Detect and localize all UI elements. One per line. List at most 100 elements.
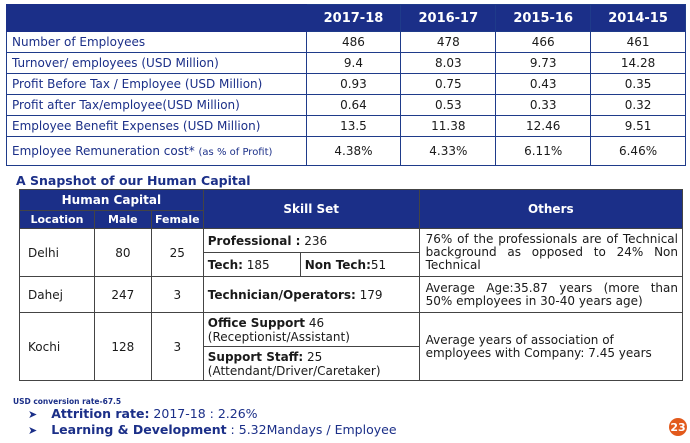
- cell-value: 6.11%: [495, 136, 592, 166]
- attrition-label: Attrition rate:: [51, 406, 150, 421]
- skill-label: Technician/Operators:: [207, 287, 356, 302]
- arrow-bullet-icon: ➤: [28, 408, 38, 421]
- table-row: Employee Benefit Expenses (USD Million) …: [6, 115, 686, 137]
- year-header: 2017-18: [305, 4, 402, 32]
- attrition-value: 2017-18 : 2.26%: [149, 406, 258, 421]
- skill-value: 185: [242, 257, 270, 272]
- row-label-note: (as % of Profit): [198, 147, 273, 158]
- cell-value: 0.43: [495, 73, 592, 95]
- row-label: Profit after Tax/employee(USD Million): [6, 94, 307, 116]
- row-label-text: Employee Remuneration cost*: [12, 144, 195, 158]
- cell-value: 486: [305, 31, 402, 53]
- table-row: Dahej 247 3 Technician/Operators: 179 Av…: [19, 276, 684, 313]
- human-capital-header: Human Capital: [19, 189, 204, 211]
- attrition-line: ➤ Attrition rate: 2017-18 : 2.26%: [28, 406, 258, 421]
- skill-value: 46: [305, 315, 325, 330]
- table-row: Delhi 80 25 Professional : 236 76% of th…: [19, 228, 684, 277]
- female-count: 3: [150, 312, 204, 381]
- row-label: Number of Employees: [6, 31, 307, 53]
- table-row: Support Staff: 25 (Attendant/Driver/Caret…: [20, 346, 683, 381]
- table-row: Kochi 128 3 Office Support 46 (Receptioni…: [19, 312, 684, 381]
- cell-value: 0.32: [590, 94, 686, 116]
- header-row: Human Capital Skill Set Others: [19, 189, 684, 229]
- row-label: Profit Before Tax / Employee (USD Millio…: [6, 73, 307, 95]
- location-header: Location: [19, 210, 95, 229]
- learning-value: : 5.32Mandays / Employee: [226, 422, 397, 437]
- skill-label: Tech:: [207, 257, 243, 272]
- arrow-bullet-icon: ➤: [28, 424, 38, 437]
- header-blank-cell: [6, 4, 307, 32]
- male-count: 128: [93, 312, 152, 381]
- cell-value: 0.53: [400, 94, 497, 116]
- employee-metrics-table: 2017-18 2016-17 2015-16 2014-15 Number o…: [6, 4, 686, 166]
- skill-label: Non Tech:: [304, 257, 371, 272]
- cell-value: 12.46: [495, 115, 592, 137]
- female-count: 3: [150, 276, 204, 313]
- learning-line: ➤ Learning & Development : 5.32Mandays / …: [28, 422, 397, 437]
- human-capital-table: Human Capital Skill Set Others Location …: [19, 189, 684, 381]
- skill-cell: Support Staff: 25 (Attendant/Driver/Caret…: [202, 346, 420, 381]
- cell-value: 9.73: [495, 52, 592, 74]
- learning-label: Learning & Development: [51, 422, 227, 437]
- skill-label: Office Support: [207, 315, 306, 330]
- table-row: Employee Remuneration cost* (as % of Pro…: [6, 136, 686, 166]
- skill-cell: Technician/Operators: 179: [202, 276, 420, 313]
- year-header: 2016-17: [400, 4, 497, 32]
- cell-value: 466: [495, 31, 592, 53]
- cell-value: 8.03: [400, 52, 497, 74]
- year-header: 2014-15: [590, 4, 686, 32]
- cell-value: 9.51: [590, 115, 686, 137]
- skill-value: 51: [370, 257, 387, 272]
- cell-value: 6.46%: [590, 136, 686, 166]
- skill-value: 236: [300, 233, 328, 248]
- row-label: Employee Benefit Expenses (USD Million): [6, 115, 307, 137]
- location-cell: Delhi: [19, 228, 95, 277]
- others-cell: 76% of the professionals are of Technica…: [418, 228, 684, 277]
- cell-value: 0.64: [305, 94, 402, 116]
- skill-cell: Non Tech:51: [299, 252, 420, 277]
- usd-conversion-note: USD conversion rate-67.5: [13, 397, 122, 406]
- male-count: 80: [93, 228, 152, 277]
- cell-value: 0.33: [495, 94, 592, 116]
- others-cell: Average years of association of employee…: [418, 312, 684, 381]
- cell-value: 0.93: [305, 73, 402, 95]
- cell-value: 0.35: [590, 73, 686, 95]
- male-count: 247: [93, 276, 152, 313]
- cell-value: 11.38: [400, 115, 497, 137]
- location-cell: Kochi: [19, 312, 95, 381]
- skill-cell: Office Support 46 (Receptionist/Assistant…: [202, 312, 420, 347]
- skill-set-header: Skill Set: [202, 189, 420, 229]
- skill-detail: (Attendant/Driver/Caretaker): [207, 363, 381, 378]
- skill-cell: Tech: 185: [202, 252, 301, 277]
- female-header: Female: [150, 210, 204, 229]
- skill-cell: Professional : 236: [202, 228, 420, 253]
- page-number-badge: 23: [669, 418, 687, 436]
- cell-value: 14.28: [590, 52, 686, 74]
- others-header: Others: [418, 189, 684, 229]
- table-row: Profit after Tax/employee(USD Million) 0…: [6, 94, 686, 116]
- subheader-row: Location Male Female: [19, 210, 683, 229]
- row-label: Turnover/ employees (USD Million): [6, 52, 307, 74]
- skill-detail: (Receptionist/Assistant): [207, 329, 350, 344]
- year-header-row: 2017-18 2016-17 2015-16 2014-15: [6, 4, 686, 32]
- table-row: Profit Before Tax / Employee (USD Millio…: [6, 73, 686, 95]
- others-cell: Average Age:35.87 years (more than 50% e…: [418, 276, 684, 313]
- skill-label: Support Staff:: [207, 349, 304, 364]
- cell-value: 478: [400, 31, 497, 53]
- table-row: Tech: 185 Non Tech:51: [20, 252, 683, 277]
- table-row: Turnover/ employees (USD Million) 9.4 8.…: [6, 52, 686, 74]
- cell-value: 4.38%: [305, 136, 402, 166]
- cell-value: 13.5: [305, 115, 402, 137]
- row-label: Employee Remuneration cost* (as % of Pro…: [6, 136, 307, 166]
- cell-value: 461: [590, 31, 686, 53]
- male-header: Male: [93, 210, 152, 229]
- section-title: A Snapshot of our Human Capital: [16, 173, 251, 188]
- female-count: 25: [150, 228, 204, 277]
- skill-value: 179: [355, 287, 383, 302]
- table-row: Number of Employees 486 478 466 461: [6, 31, 686, 53]
- cell-value: 4.33%: [400, 136, 497, 166]
- cell-value: 0.75: [400, 73, 497, 95]
- year-header: 2015-16: [495, 4, 592, 32]
- cell-value: 9.4: [305, 52, 402, 74]
- location-cell: Dahej: [19, 276, 95, 313]
